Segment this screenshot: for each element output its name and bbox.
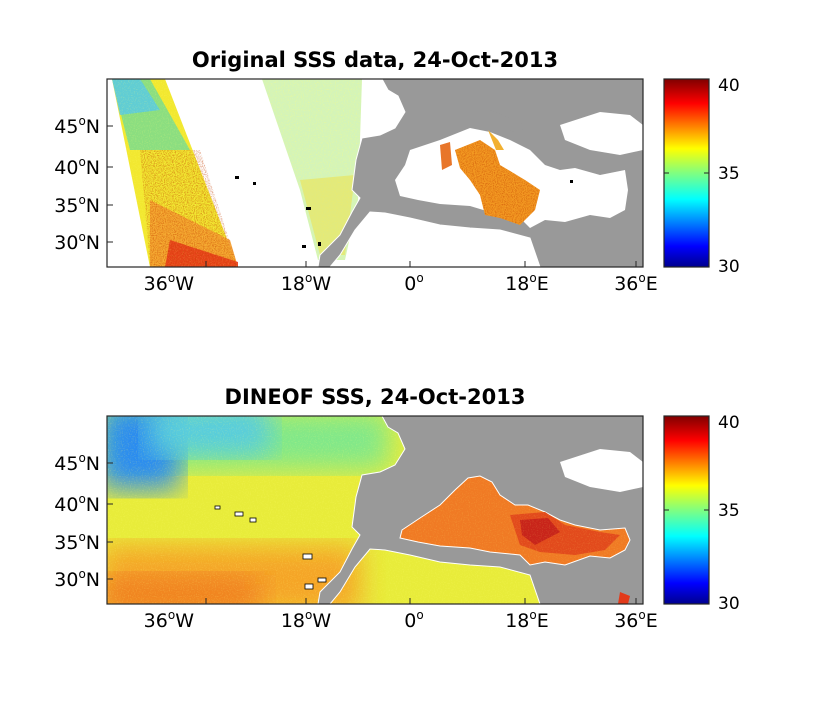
x-axis-dineof: 36oW 18oW 0o 18oE 36oE [144,598,658,632]
colorbar-gradient [663,415,710,605]
y-tick-label: 30oN [54,567,100,591]
y-axis-dineof: 45oN 40oN 35oN 30oN [54,451,113,591]
colorbar-tick: 30 [718,594,740,614]
x-tick-label: 0o [404,608,423,632]
colorbar-gradient [663,78,710,268]
x-tick-label: 0o [404,271,423,295]
x-tick-label: 18oE [505,271,549,295]
island-specks [214,505,327,590]
map-original [107,79,643,267]
x-tick-label: 36oW [144,608,195,632]
y-axis-original: 45oN 40oN 35oN 30oN [54,114,113,254]
y-tick-label: 30oN [54,230,100,254]
colorbar-tick: 35 [718,164,740,184]
colorbar-original: 40 35 30 [663,76,740,277]
coast-specks [235,176,573,248]
x-axis-original: 36oW 18oW 0o 18oE 36oE [144,261,658,295]
swath-west [112,79,238,267]
map-frame [106,78,644,268]
colorbar-dineof: 40 35 30 [663,413,740,614]
x-tick-label: 36oE [614,271,658,295]
x-tick-label: 36oW [144,271,195,295]
colorbar-tick: 35 [718,501,740,521]
y-tick-label: 40oN [54,155,100,179]
med-reconstructed [399,475,631,604]
panel-dineof: DINEOF SSS, 24-Oct-2013 [54,385,739,632]
map-frame [106,415,644,605]
med-observed [440,130,540,225]
y-tick-label: 35oN [54,530,100,554]
panel-title: DINEOF SSS, 24-Oct-2013 [225,385,526,409]
colorbar-tick: 30 [718,257,740,277]
x-tick-label: 36oE [614,608,658,632]
colorbar-tick: 40 [718,413,740,433]
map-dineof [107,416,643,604]
x-tick-label: 18oE [505,608,549,632]
y-tick-label: 40oN [54,492,100,516]
y-tick-label: 45oN [54,451,100,475]
panel-original: Original SSS data, 24-Oct-2013 [54,48,739,295]
y-tick-label: 35oN [54,193,100,217]
x-tick-label: 18oW [281,608,332,632]
x-tick-label: 18oW [281,271,332,295]
y-tick-label: 45oN [54,114,100,138]
colorbar-tick: 40 [718,76,740,96]
panel-title: Original SSS data, 24-Oct-2013 [192,48,558,72]
